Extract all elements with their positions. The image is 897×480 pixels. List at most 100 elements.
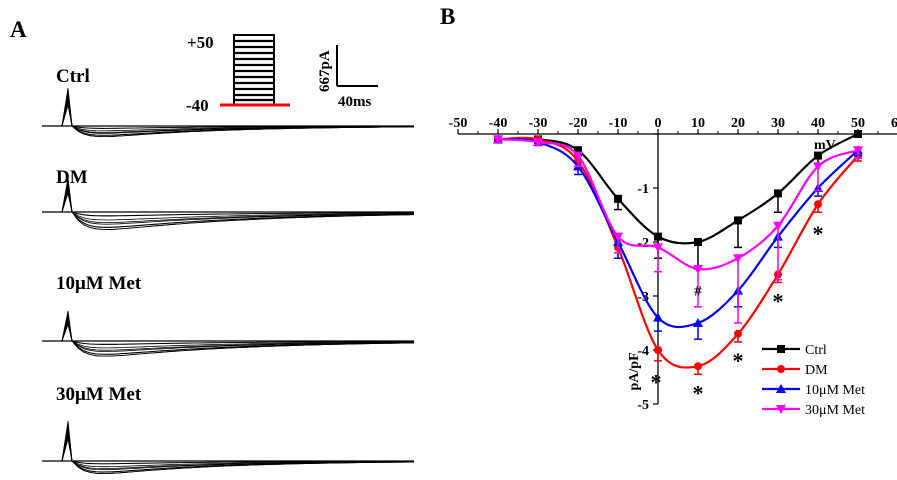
- x-axis-label: mV: [814, 138, 836, 153]
- data-point: [654, 346, 662, 354]
- current-trace: [61, 179, 414, 217]
- y-tick-label: -4: [637, 344, 649, 359]
- data-point: [493, 135, 503, 145]
- scale-time-label: 40ms: [338, 94, 371, 110]
- y-tick-label: -5: [637, 398, 649, 413]
- current-trace: [61, 87, 414, 127]
- current-trace: [61, 186, 415, 230]
- legend-label: Ctrl: [805, 343, 827, 358]
- series-line: [497, 136, 859, 369]
- current-traces-10um-met: [42, 310, 415, 357]
- x-tick-label: -30: [529, 116, 548, 131]
- data-point: [814, 151, 822, 160]
- data-point: [574, 146, 582, 155]
- series-line: [497, 133, 859, 245]
- panel-a-label: A: [10, 17, 27, 42]
- current-trace: [61, 426, 415, 473]
- current-trace: [61, 177, 414, 213]
- significance-marker: *: [813, 221, 824, 246]
- current-trace: [61, 430, 415, 475]
- significance-marker: *: [733, 348, 744, 373]
- current-trace: [61, 321, 414, 349]
- significance-marker: *: [773, 289, 784, 314]
- data-point: [694, 238, 702, 246]
- legend-label: 10μM Met: [805, 383, 865, 398]
- x-tick-label: -20: [569, 116, 588, 131]
- scale-bar: [336, 45, 378, 87]
- data-point: [694, 362, 702, 371]
- data-point: [533, 138, 543, 148]
- x-tick-label: 20: [731, 116, 745, 131]
- series-30-m-met: [493, 135, 863, 324]
- data-point: [653, 243, 663, 253]
- trace-label-dm: DM: [56, 167, 88, 188]
- legend: Ctrl DM 10μM Met 30μM Met: [762, 343, 865, 418]
- current-trace: [61, 434, 415, 471]
- current-trace: [61, 315, 415, 355]
- trace-label-10um-met: 10μM Met: [56, 273, 142, 294]
- data-point: [814, 200, 822, 209]
- legend-marker: [777, 365, 785, 373]
- significance-marker: *: [651, 370, 662, 395]
- significance-marker: #: [694, 284, 702, 300]
- data-point: [693, 265, 703, 274]
- data-point: [653, 312, 663, 322]
- current-trace: [61, 310, 414, 342]
- legend-label: 30μM Met: [805, 403, 865, 418]
- current-trace: [61, 183, 415, 228]
- legend-marker: [776, 405, 786, 414]
- series-line: [497, 138, 859, 271]
- legend-label: DM: [805, 363, 828, 378]
- y-tick-label: -2: [637, 236, 649, 251]
- current-trace: [61, 188, 414, 228]
- legend-marker: [776, 384, 786, 393]
- data-point: [853, 146, 863, 156]
- scale-current-label: 667pA: [317, 50, 333, 92]
- data-point: [614, 194, 622, 203]
- current-trace: [61, 184, 415, 230]
- data-point: [813, 162, 823, 172]
- x-tick-label: 40: [811, 116, 825, 131]
- data-point: [734, 216, 742, 225]
- current-traces-30um-met: [42, 420, 415, 475]
- y-tick-label: -1: [637, 182, 649, 197]
- x-tick-label: 10: [691, 116, 705, 131]
- x-tick-label: 60: [891, 116, 897, 131]
- x-tick-label: 0: [655, 116, 662, 131]
- trace-label-30um-met: 30μM Met: [56, 384, 142, 405]
- y-axis-label: pA/pF: [627, 352, 642, 390]
- data-point: [573, 151, 583, 161]
- current-trace: [61, 181, 415, 223]
- iv-chart: -50 -40 -30 -20 -10 0 10 20 30 40 50 60 -5 -4 -3 -2 -1 mV…: [449, 116, 897, 418]
- y-tick-label: -3: [637, 290, 649, 305]
- legend-marker: [777, 345, 785, 353]
- data-point: [734, 329, 742, 338]
- current-trace: [61, 422, 415, 465]
- x-tick-label: -10: [609, 116, 628, 131]
- current-traces-dm: [42, 177, 415, 230]
- data-point: [733, 254, 743, 264]
- data-point: [654, 232, 662, 241]
- x-tick-label: 50: [851, 116, 865, 131]
- protocol-top-label: +50: [187, 33, 214, 52]
- data-point: [693, 318, 703, 327]
- significance-marker: *: [693, 381, 704, 406]
- x-tick-label: 30: [771, 116, 785, 131]
- current-trace: [61, 420, 414, 462]
- x-tick-label: -50: [449, 116, 468, 131]
- data-point: [774, 189, 782, 198]
- series-dm: [494, 135, 862, 376]
- current-trace: [61, 438, 414, 465]
- current-trace: [61, 191, 415, 221]
- data-point: [613, 232, 623, 242]
- current-trace: [61, 319, 415, 355]
- current-traces-ctrl: [42, 87, 415, 137]
- series-line: [497, 138, 859, 329]
- current-trace: [61, 313, 414, 351]
- x-tick-label: -40: [489, 116, 508, 131]
- current-trace: [61, 424, 415, 469]
- current-trace: [61, 312, 414, 345]
- voltage-protocol: [220, 34, 290, 107]
- current-trace: [61, 91, 415, 133]
